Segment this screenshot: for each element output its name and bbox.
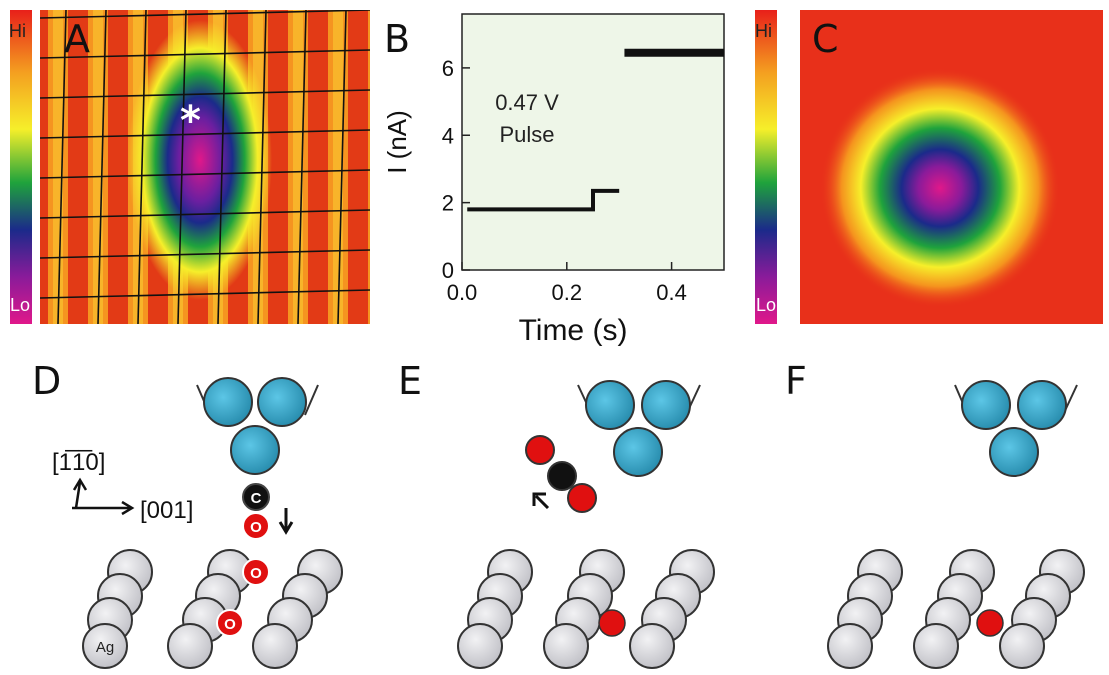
up-left-arrow-icon [532, 492, 550, 510]
direction-label-001: [001] [140, 497, 193, 524]
current-series-line [467, 188, 620, 212]
stm-image-c [800, 10, 1103, 324]
pulse-voltage-annotation: 0.47 V [495, 90, 559, 115]
panel-label-c: C [812, 17, 839, 61]
panel-label-e: E [398, 359, 423, 403]
carbon-label: C [251, 490, 262, 507]
oxygen-atom [976, 609, 1004, 637]
colorbar-hi-label: Hi [9, 21, 26, 41]
x-tick-label: 0.4 [656, 280, 687, 305]
tip-atoms [954, 380, 1078, 477]
colorbar-lo-label-c: Lo [756, 295, 777, 315]
dissociating-co2 [525, 435, 597, 513]
colorbar-lo-label: Lo [10, 295, 31, 315]
colorbar-hi-label-c: Hi [755, 21, 772, 41]
panel-label-a: A [64, 17, 90, 61]
schematic-d: C O [1̅1̅0] [001] Ag O O [52, 377, 343, 669]
oxygen-label: O [250, 519, 262, 536]
silver-label: Ag [96, 639, 114, 656]
y-tick-label: 4 [442, 123, 454, 148]
x-tick-label: 0.0 [447, 280, 478, 305]
substrate-atoms [82, 549, 343, 669]
oxygen-label: O [224, 616, 236, 633]
y-tick-label: 2 [442, 191, 454, 216]
tip-atoms [196, 377, 319, 475]
x-axis-label: Time (s) [519, 314, 628, 347]
oxygen-atom [216, 609, 244, 637]
current-trace-chart: 0 2 4 6 0.0 0.2 0.4 I (nA) Time (s) 0.47 V Pu… [382, 13, 725, 347]
lattice-grid [40, 10, 370, 324]
y-tick-label: 0 [442, 258, 454, 283]
tip-atoms [577, 380, 701, 477]
substrate-atoms [827, 549, 1085, 669]
panel-label-f: F [785, 359, 807, 403]
colorbar-a [10, 10, 32, 324]
direction-label-110: [1̅1̅0] [52, 449, 105, 476]
oxygen-atom [242, 558, 270, 586]
oxygen-atom [598, 609, 626, 637]
direction-axes-icon [72, 477, 135, 516]
pulse-annotation: Pulse [499, 122, 554, 147]
oxygen-label: O [250, 565, 262, 582]
colorbar-c [755, 10, 777, 324]
down-arrow-icon [278, 508, 294, 535]
oxygen-atom [242, 512, 270, 540]
position-marker: * [180, 98, 201, 144]
panel-label-b: B [384, 17, 411, 61]
stm-image-a [40, 10, 370, 324]
schematic-f [827, 380, 1085, 669]
substrate-atoms [457, 549, 715, 669]
y-axis-label: I (nA) [382, 110, 412, 174]
carbon-atom [242, 483, 270, 511]
x-tick-label: 0.2 [552, 280, 583, 305]
panel-label-d: D [32, 359, 62, 403]
schematic-e [457, 380, 715, 669]
y-tick-label: 6 [442, 56, 454, 81]
